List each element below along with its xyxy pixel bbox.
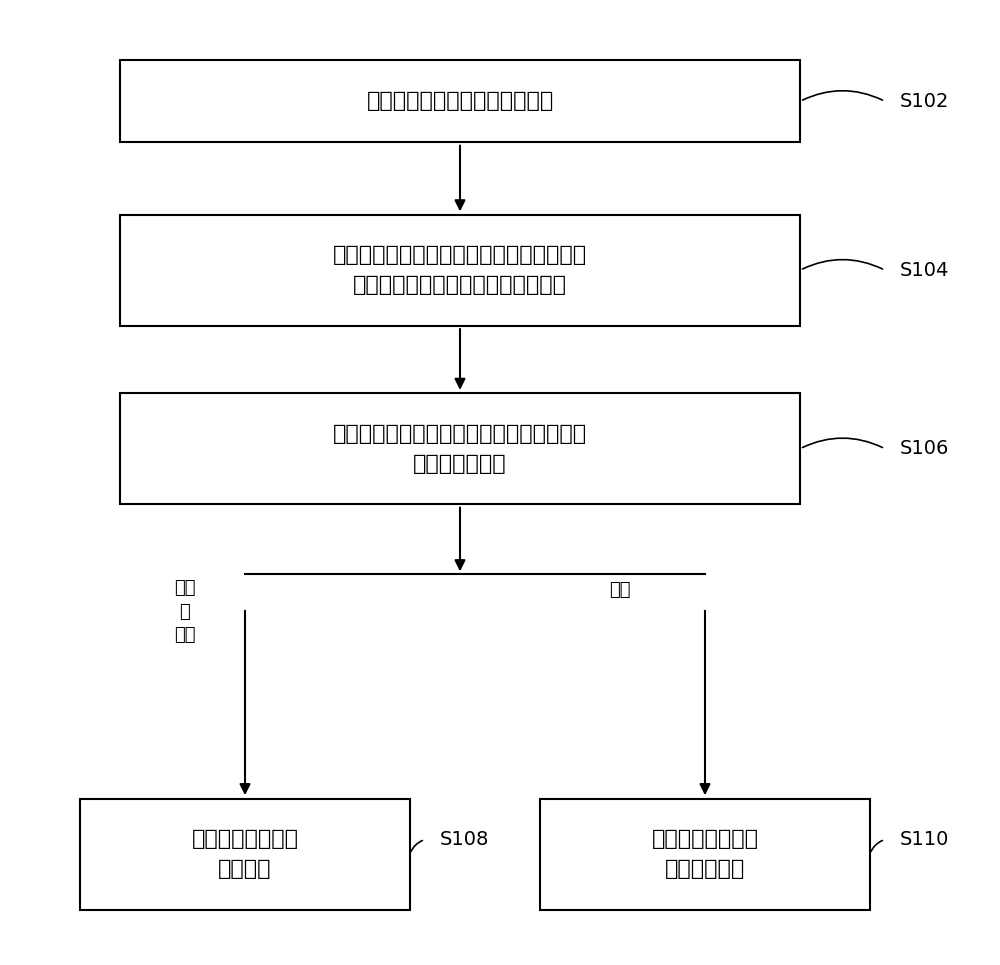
FancyBboxPatch shape [120,215,800,326]
Text: S108: S108 [440,830,489,849]
Text: 支持
或
反对: 支持 或 反对 [174,579,196,645]
Text: 获取网络事件及网络事件的属性: 获取网络事件及网络事件的属性 [366,92,554,111]
Text: S104: S104 [900,261,949,280]
FancyBboxPatch shape [540,799,870,909]
FancyBboxPatch shape [120,60,800,142]
Text: 根据情感态度信息确定当前节点对网络事件
的情感偏向信息: 根据情感态度信息确定当前节点对网络事件 的情感偏向信息 [333,424,587,474]
Text: S102: S102 [900,92,949,111]
Text: 中立: 中立 [609,581,631,599]
FancyBboxPatch shape [80,799,410,909]
Text: 结束网络事件在当
前节点的传播: 结束网络事件在当 前节点的传播 [652,829,759,879]
FancyBboxPatch shape [120,394,800,504]
Text: S106: S106 [900,439,949,458]
Text: 获取当前节点的节点属性，并根据网络事件
的属性和节点属性计算情感态度信息: 获取当前节点的节点属性，并根据网络事件 的属性和节点属性计算情感态度信息 [333,245,587,295]
Text: 将网络事件传播至
相邻节点: 将网络事件传播至 相邻节点 [192,829,298,879]
Text: S110: S110 [900,830,949,849]
